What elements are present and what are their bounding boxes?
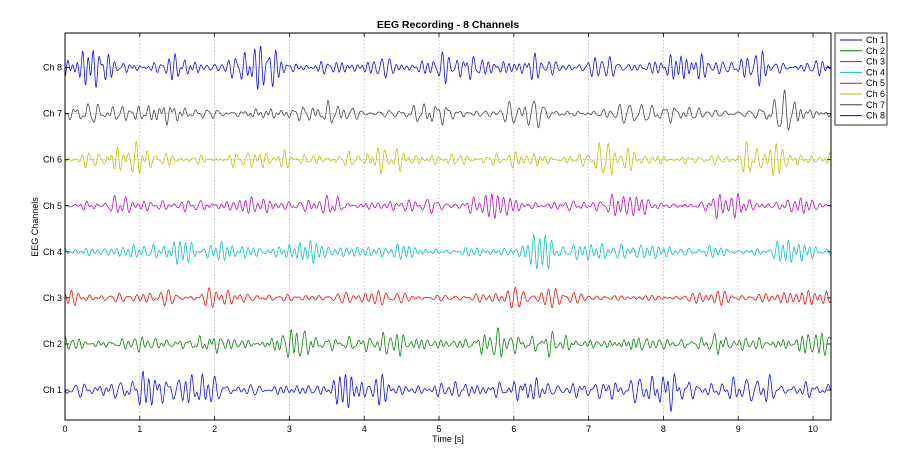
series-line-7 [65, 88, 831, 131]
x-tick-label: 6 [511, 424, 516, 434]
x-tick-label: 5 [437, 424, 442, 434]
y-tick-label: Ch 6 [43, 155, 62, 165]
x-tick-label: 9 [736, 424, 741, 434]
y-tick-label: Ch 5 [43, 201, 62, 211]
series-line-5 [65, 192, 831, 220]
x-tick-label: 0 [62, 424, 67, 434]
y-tick-label: Ch 2 [43, 339, 62, 349]
legend-label: Ch 7 [866, 100, 885, 110]
series-line-1 [65, 369, 831, 413]
x-tick-label: 4 [362, 424, 367, 434]
x-tick-label: 8 [661, 424, 666, 434]
y-tick-label: Ch 4 [43, 247, 62, 257]
series-line-3 [65, 286, 831, 309]
plot-area [65, 33, 831, 420]
legend-label: Ch 1 [866, 35, 885, 45]
plot-frame [64, 32, 832, 421]
series-line-2 [65, 327, 831, 359]
legend-label: Ch 4 [866, 67, 885, 77]
legend: Ch 1Ch 2Ch 3Ch 4Ch 5Ch 6Ch 7Ch 8 [834, 32, 888, 126]
x-tick-label: 7 [586, 424, 591, 434]
y-tick-label: Ch 1 [43, 385, 62, 395]
y-axis-label: EEG Channels [30, 197, 40, 257]
legend-label: Ch 8 [866, 111, 885, 121]
x-tick-label: 3 [287, 424, 292, 434]
series-line-8 [65, 46, 831, 90]
y-tick-label: Ch 3 [43, 293, 62, 303]
legend-box [834, 32, 888, 126]
legend-label: Ch 3 [866, 57, 885, 67]
y-tick-label: Ch 7 [43, 109, 62, 119]
chart-title: EEG Recording - 8 Channels [377, 19, 520, 31]
series-line-6 [65, 140, 831, 177]
x-axis-label: Time [s] [432, 434, 464, 444]
legend-label: Ch 2 [866, 46, 885, 56]
x-tick-label: 2 [212, 424, 217, 434]
x-axis-ticks: 0 1 2 3 4 5 6 7 8 9 10 [62, 33, 818, 434]
legend-label: Ch 6 [866, 89, 885, 99]
y-tick-label: Ch 8 [43, 63, 62, 73]
legend-label: Ch 5 [866, 78, 885, 88]
x-tick-label: 10 [808, 424, 818, 434]
x-tick-label: 1 [137, 424, 142, 434]
series-line-4 [65, 233, 831, 270]
series-traces [65, 46, 831, 413]
y-axis-ticks: Ch 1 Ch 2 Ch 3 Ch 4 Ch 5 Ch 6 Ch 7 Ch 8 [43, 63, 831, 395]
